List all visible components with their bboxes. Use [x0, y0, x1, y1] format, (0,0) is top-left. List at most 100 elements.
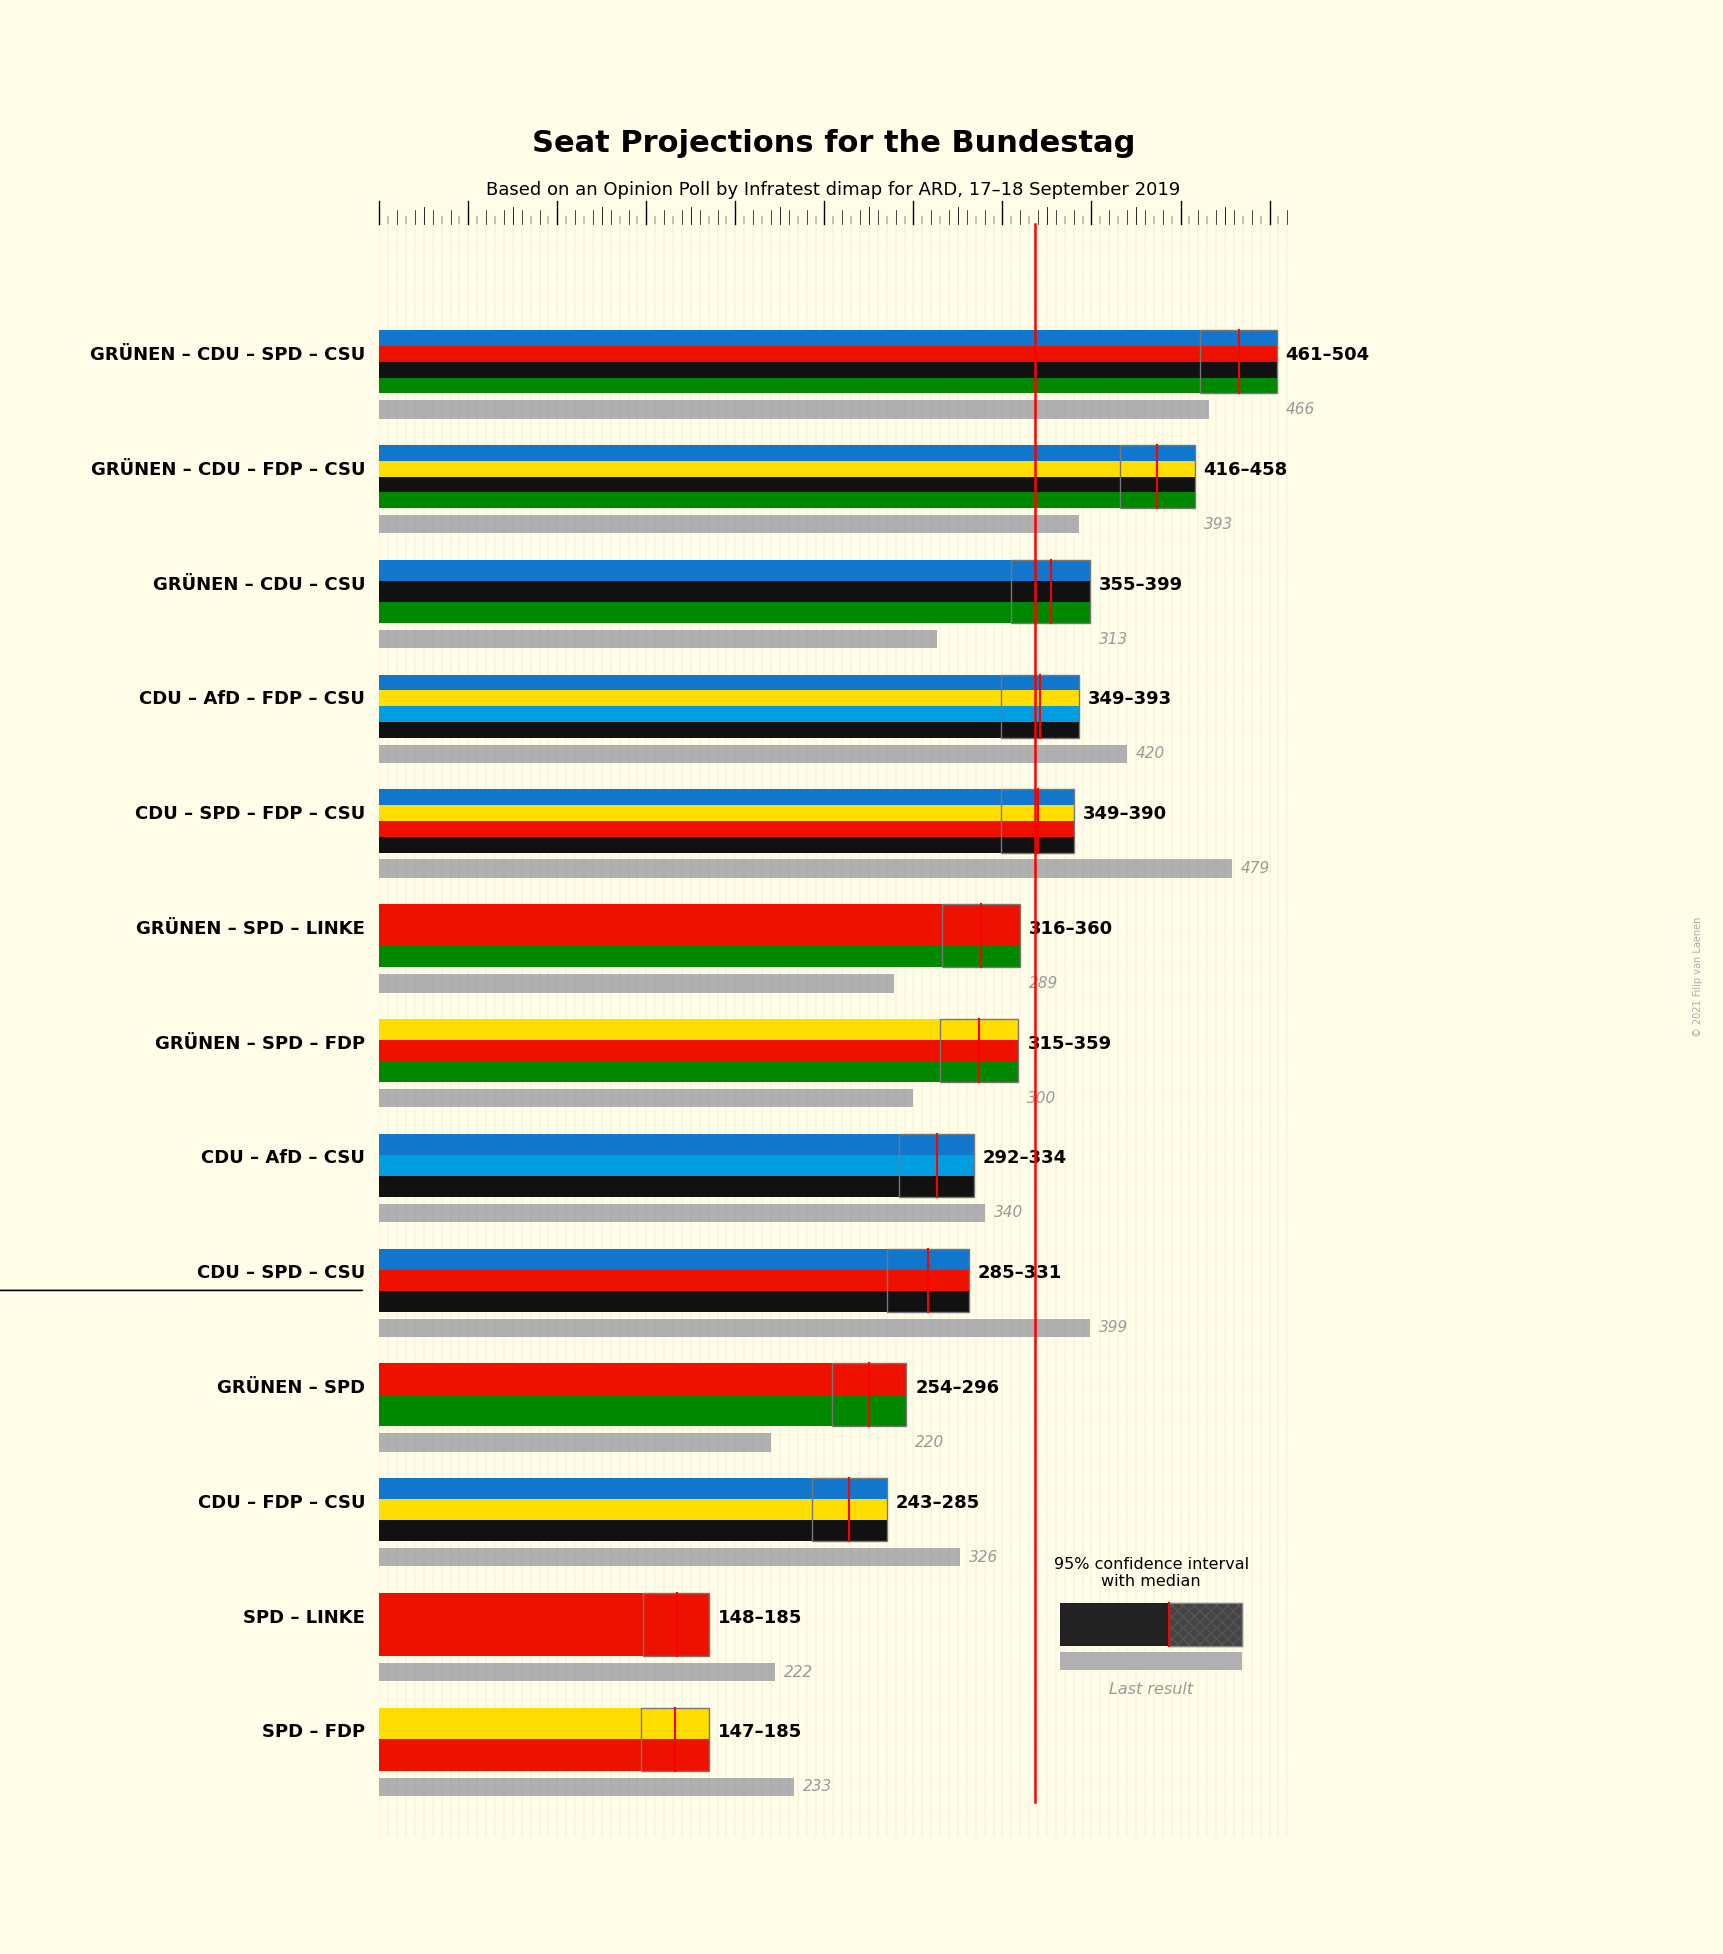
Bar [643, 1624, 708, 1655]
Text: 315–359: 315–359 [1027, 1034, 1111, 1053]
Bar [379, 330, 1199, 346]
Text: 285–331: 285–331 [977, 1264, 1061, 1282]
Text: 355–399: 355–399 [1098, 576, 1182, 594]
Text: 95% confidence interval
with median: 95% confidence interval with median [1053, 1557, 1247, 1589]
Bar [379, 1739, 641, 1770]
Bar [939, 1040, 1018, 1061]
Text: 349–393: 349–393 [1087, 690, 1172, 707]
Bar [1120, 492, 1194, 508]
Bar [379, 516, 1079, 533]
Bar [379, 1395, 830, 1426]
Bar [941, 905, 1020, 967]
Bar [379, 721, 999, 739]
Text: 148–185: 148–185 [717, 1608, 801, 1626]
Bar [941, 905, 1020, 924]
Bar [899, 1176, 973, 1198]
Bar [379, 1434, 770, 1452]
Bar [899, 1133, 973, 1155]
Text: CDU – AfD – FDP – CSU: CDU – AfD – FDP – CSU [140, 690, 365, 707]
Text: 222: 222 [782, 1665, 812, 1680]
Bar [379, 1624, 643, 1655]
Text: CDU – FDP – CSU: CDU – FDP – CSU [198, 1493, 365, 1512]
Text: 243–285: 243–285 [896, 1493, 979, 1512]
Bar [999, 674, 1079, 690]
Text: 416–458: 416–458 [1203, 461, 1287, 479]
Bar [379, 580, 1011, 602]
Text: 147–185: 147–185 [717, 1723, 801, 1741]
Bar [1199, 377, 1277, 393]
Bar [1120, 446, 1194, 461]
Bar [1011, 561, 1089, 623]
Bar [379, 1364, 830, 1395]
Text: SPD – LINKE: SPD – LINKE [243, 1608, 365, 1626]
Text: CDU – SPD – CSU: CDU – SPD – CSU [196, 1264, 365, 1282]
Bar [379, 1061, 939, 1083]
Bar [941, 924, 1020, 946]
Bar [379, 905, 941, 924]
Bar [1120, 477, 1194, 492]
Bar [379, 789, 999, 805]
Bar [1199, 361, 1277, 377]
Bar [379, 1155, 899, 1176]
Bar [1060, 1602, 1168, 1645]
Bar [379, 461, 1120, 477]
Text: Last result: Last result [1108, 1682, 1192, 1696]
Text: 399: 399 [1098, 1321, 1127, 1335]
Text: 220: 220 [915, 1434, 944, 1450]
Bar [379, 1593, 643, 1624]
Bar [999, 705, 1079, 721]
Bar [379, 346, 1199, 361]
Bar [379, 446, 1120, 461]
Bar [379, 1133, 899, 1155]
Bar [379, 1204, 984, 1221]
Bar [379, 377, 1199, 393]
Bar [999, 805, 1073, 821]
Bar [830, 1395, 906, 1426]
Bar [939, 1018, 1018, 1083]
Bar [812, 1477, 886, 1542]
Bar [641, 1708, 708, 1770]
Bar [379, 1176, 899, 1198]
Bar [379, 836, 999, 852]
Text: 393: 393 [1203, 516, 1232, 531]
Text: GRÜNEN – CDU – FDP – CSU: GRÜNEN – CDU – FDP – CSU [91, 461, 365, 479]
Bar [379, 1708, 641, 1739]
Bar [999, 690, 1079, 705]
Bar [899, 1133, 973, 1198]
Bar [1199, 330, 1277, 346]
Bar [379, 602, 1011, 623]
Bar [1011, 602, 1089, 623]
Bar [1199, 346, 1277, 361]
Text: 466: 466 [1285, 403, 1315, 416]
Bar [939, 1061, 1018, 1083]
Text: 316–360: 316–360 [1029, 920, 1113, 938]
Bar [379, 401, 1208, 418]
Bar [379, 805, 999, 821]
Bar [999, 789, 1073, 805]
Bar [379, 821, 999, 836]
Bar [941, 946, 1020, 967]
Bar [886, 1249, 968, 1270]
Text: 349–390: 349–390 [1082, 805, 1166, 823]
Text: 326: 326 [968, 1550, 998, 1565]
Text: SPD – FDP: SPD – FDP [262, 1723, 365, 1741]
Text: 233: 233 [803, 1780, 832, 1794]
Bar [379, 561, 1011, 580]
Bar [999, 789, 1073, 852]
Text: 461–504: 461–504 [1285, 346, 1368, 363]
Text: 254–296: 254–296 [915, 1380, 999, 1397]
Bar [641, 1708, 708, 1739]
Bar [1120, 461, 1194, 477]
Text: 479: 479 [1241, 862, 1270, 875]
Bar [939, 1018, 1018, 1040]
Bar [379, 1477, 812, 1499]
Bar [379, 492, 1120, 508]
Text: Based on an Opinion Poll by Infratest dimap for ARD, 17–18 September 2019: Based on an Opinion Poll by Infratest di… [486, 180, 1180, 199]
Bar [379, 860, 1232, 877]
Text: GRÜNEN – SPD – FDP: GRÜNEN – SPD – FDP [155, 1034, 365, 1053]
Bar [830, 1364, 906, 1395]
Bar [1011, 580, 1089, 602]
Bar [999, 674, 1079, 739]
Bar [1168, 1602, 1241, 1645]
Bar [379, 1663, 774, 1680]
